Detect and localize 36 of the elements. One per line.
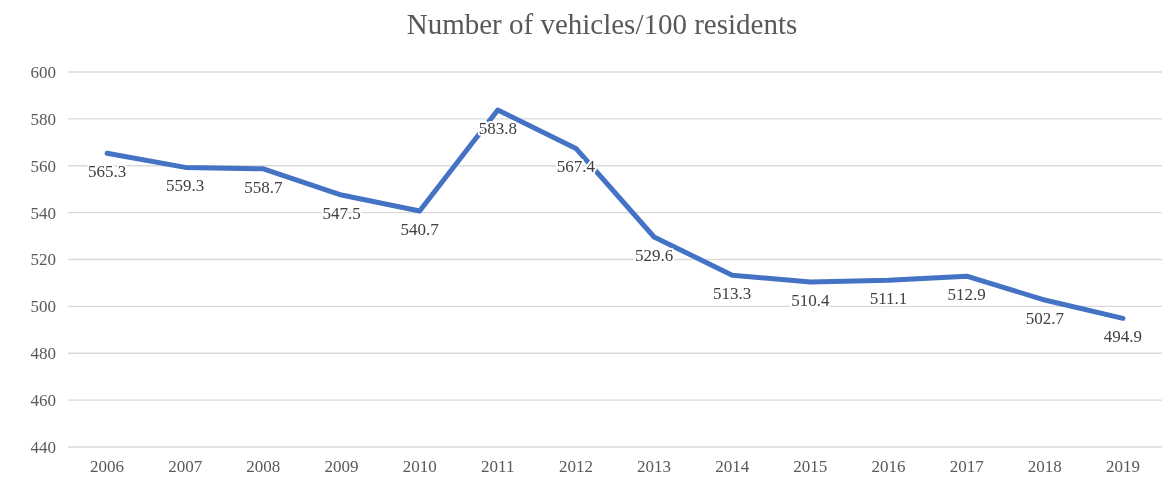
data-label: 510.4 <box>791 291 830 310</box>
data-label: 502.7 <box>1025 309 1065 329</box>
y-tick-label: 500 <box>30 297 56 317</box>
x-tick-label: 2014 <box>715 457 750 476</box>
x-tick-label: 2013 <box>637 457 672 476</box>
x-tick-label: 2008 <box>246 457 281 476</box>
chart-title: Number of vehicles/100 residents <box>406 8 798 40</box>
data-label: 512.9 <box>947 285 986 305</box>
data-label: 558.7 <box>244 177 283 197</box>
x-tick-label: 2007 <box>168 457 203 476</box>
x-tick-label: 2018 <box>1027 457 1062 476</box>
y-tick-label: 520 <box>30 250 56 270</box>
y-tick-label: 480 <box>30 344 56 364</box>
data-label: 559.3 <box>166 176 205 196</box>
x-tick-label: 2011 <box>481 457 515 476</box>
y-tick-label: 540 <box>30 203 56 223</box>
data-label: 565.3 <box>87 162 127 182</box>
data-label: 529.6 <box>634 246 674 265</box>
x-tick-label: 2016 <box>871 457 906 476</box>
data-label: 511.1 <box>869 289 908 309</box>
x-tick-label: 2012 <box>558 457 593 476</box>
x-tick-label: 2009 <box>324 457 359 476</box>
x-tick-label: 2010 <box>402 457 437 476</box>
data-label: 494.9 <box>1103 327 1143 347</box>
data-label: 540.7 <box>400 219 440 239</box>
x-tick-label: 2017 <box>949 457 985 476</box>
y-tick-label: 560 <box>30 156 56 176</box>
data-label: 547.5 <box>322 204 361 224</box>
y-tick-label: 600 <box>30 62 56 82</box>
x-tick-label: 2015 <box>793 457 828 476</box>
data-label: 513.3 <box>713 284 752 304</box>
y-tick-label: 440 <box>30 437 56 457</box>
x-tick-label: 2019 <box>1105 457 1140 476</box>
y-tick-label: 580 <box>30 109 56 129</box>
y-tick-label: 460 <box>30 391 56 411</box>
x-tick-label: 2006 <box>90 457 125 476</box>
